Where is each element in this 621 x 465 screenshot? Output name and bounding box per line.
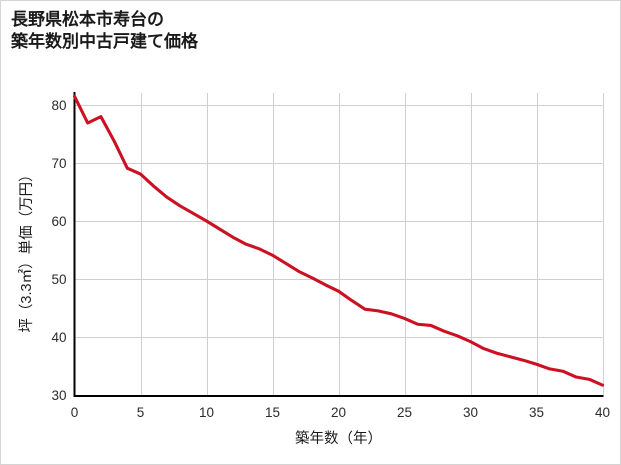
page-title: 長野県松本市寿台の 築年数別中古戸建て価格 [11,10,198,52]
x-axis-title-text: 築年数（年） [295,429,382,447]
data-series [72,94,605,387]
y-tick-label: 70 [51,156,66,171]
y-axis-title: 坪（3.3㎡）単価（万円） [18,167,35,332]
x-tick-label: 10 [199,405,214,420]
x-axis-title: 築年数（年） [295,429,382,447]
x-tick-label: 20 [331,405,346,420]
x-tick-label: 0 [71,405,79,420]
y-tick-label: 50 [51,272,66,287]
x-tick-label: 5 [137,405,145,420]
series-line [72,94,605,387]
x-axis-tick-labels: 0 5 10 15 20 25 30 35 40 [71,405,610,420]
y-tick-label: 60 [51,214,66,229]
x-tick-label: 40 [595,405,610,420]
x-tick-label: 30 [463,405,478,420]
x-tick-label: 15 [265,405,280,420]
y-axis-tick-labels: 30 40 50 60 70 80 [51,98,66,403]
y-tick-label: 80 [51,98,66,113]
y-tick-label: 40 [51,330,66,345]
axis-lines [73,92,604,398]
x-tick-label: 35 [529,405,544,420]
gridlines [74,93,604,396]
y-axis-title-text: 坪（3.3㎡）単価（万円） [18,167,35,332]
x-tick-label: 25 [397,405,412,420]
y-tick-label: 30 [51,388,66,403]
